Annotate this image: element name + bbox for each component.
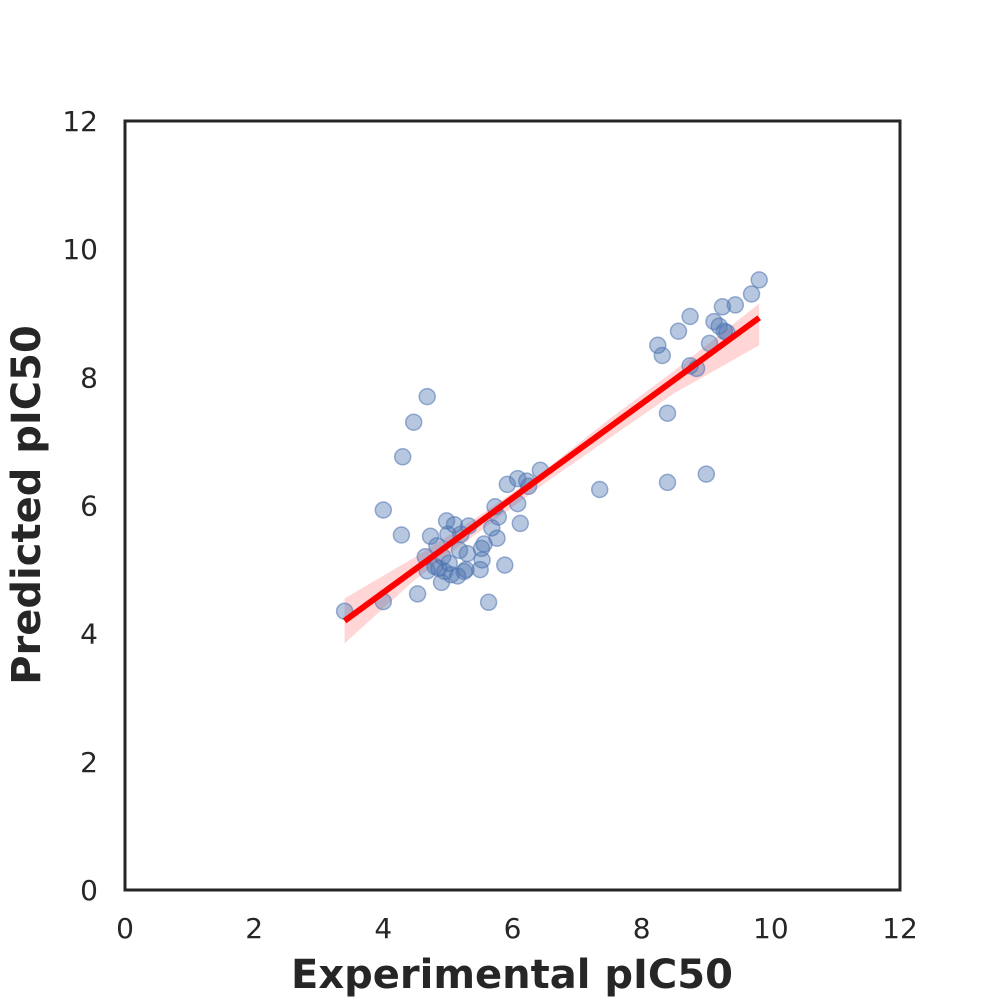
data-point xyxy=(658,404,677,422)
x-axis-title: Experimental pIC50 xyxy=(291,952,733,998)
confidence-band xyxy=(344,303,760,644)
data-point xyxy=(713,298,732,316)
data-point xyxy=(681,307,699,326)
data-point xyxy=(404,413,423,431)
data-point xyxy=(479,593,498,612)
x-tick-label: 4 xyxy=(374,912,392,945)
y-tick-label: 8 xyxy=(80,361,98,394)
plot-frame xyxy=(123,119,902,892)
data-point xyxy=(473,551,491,569)
data-point xyxy=(511,514,530,533)
data-point xyxy=(750,271,768,289)
x-tick-label: 0 xyxy=(116,912,134,945)
data-point xyxy=(418,387,436,406)
x-tick-label: 8 xyxy=(633,912,651,945)
data-point xyxy=(496,556,514,574)
x-tick-label: 6 xyxy=(504,912,522,945)
data-point xyxy=(421,527,440,546)
data-point xyxy=(408,585,427,603)
data-point xyxy=(393,448,412,466)
data-point xyxy=(726,296,745,314)
y-tick-label: 2 xyxy=(80,746,98,779)
y-tick-label: 0 xyxy=(80,874,98,907)
confidence-band-layer xyxy=(344,303,760,644)
x-tick-label: 10 xyxy=(753,912,789,945)
y-tick-label: 6 xyxy=(80,490,98,523)
data-point xyxy=(488,529,506,547)
data-point xyxy=(374,501,393,519)
data-point xyxy=(649,336,667,355)
y-tick-labels: 0 2 4 6 8 10 12 xyxy=(62,105,98,907)
data-point xyxy=(590,480,609,499)
y-tick-label: 10 xyxy=(62,233,98,266)
x-tick-label: 2 xyxy=(245,912,263,945)
data-point xyxy=(498,475,517,494)
data-point xyxy=(653,346,672,365)
x-tick-label: 12 xyxy=(882,912,918,945)
data-point xyxy=(392,526,411,544)
regression-line xyxy=(342,315,761,624)
regression-line-layer xyxy=(342,315,761,624)
y-tick-label: 4 xyxy=(80,618,98,651)
y-tick-label: 12 xyxy=(62,105,98,138)
y-axis-title: Predicted pIC50 xyxy=(4,325,50,685)
x-tick-labels: 0 2 4 6 8 10 12 xyxy=(116,912,918,945)
data-point xyxy=(697,465,716,483)
data-point xyxy=(445,515,464,534)
data-point xyxy=(658,473,677,492)
data-point xyxy=(669,322,688,340)
data-point xyxy=(742,285,761,303)
